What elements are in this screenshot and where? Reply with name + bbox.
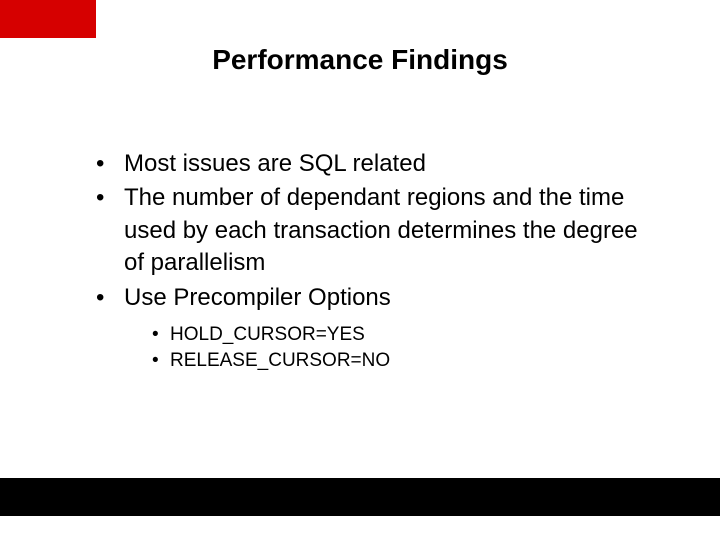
bullet-item: Most issues are SQL related [88, 148, 660, 180]
sub-bullet-item: RELEASE_CURSOR=NO [148, 348, 660, 374]
sub-bullet-item: HOLD_CURSOR=YES [148, 322, 660, 348]
bullet-item: The number of dependant regions and the … [88, 182, 660, 279]
footer-bar: ORACLE® [0, 478, 720, 516]
sub-bullet-text: HOLD_CURSOR=YES [170, 324, 365, 345]
slide-content: Most issues are SQL related The number o… [88, 148, 660, 373]
slide-title: Performance Findings [0, 44, 720, 76]
bullet-text: Most issues are SQL related [124, 150, 426, 177]
bullet-text: The number of dependant regions and the … [124, 184, 638, 276]
corner-accent-block [0, 0, 96, 38]
bullet-list: Most issues are SQL related The number o… [88, 148, 660, 314]
bullet-text: Use Precompiler Options [124, 284, 391, 311]
sub-bullet-text: RELEASE_CURSOR=NO [170, 350, 390, 371]
sub-bullet-list: HOLD_CURSOR=YES RELEASE_CURSOR=NO [148, 322, 660, 373]
bullet-item: Use Precompiler Options [88, 282, 660, 314]
